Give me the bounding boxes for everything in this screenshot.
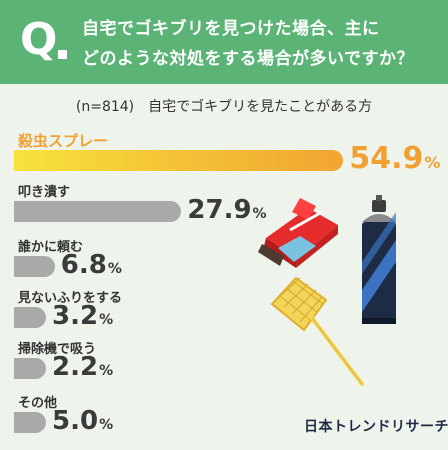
bar <box>14 256 55 277</box>
bar <box>14 201 182 222</box>
q-dot <box>58 50 67 59</box>
value-unit: % <box>252 206 267 222</box>
value-unit: % <box>99 363 114 379</box>
chart-subtitle: (n=814) 自宅でゴキブリを見たことがある方 <box>75 99 373 115</box>
value-number: 27.9 <box>187 195 252 225</box>
value-label: 3.2% <box>52 301 113 331</box>
bar <box>14 150 344 171</box>
value-number: 5.0 <box>52 406 99 436</box>
value-label: 2.2% <box>52 352 113 382</box>
value-number: 3.2 <box>52 301 99 331</box>
value-unit: % <box>107 261 122 277</box>
bar <box>14 412 46 433</box>
value-label: 27.9% <box>187 195 266 225</box>
bar <box>14 358 46 379</box>
value-number: 54.9 <box>349 141 424 176</box>
value-number: 2.2 <box>52 352 99 382</box>
swatter-box-icon <box>258 198 338 268</box>
value-label: 5.0% <box>52 406 113 436</box>
value-label: 54.9% <box>349 141 440 176</box>
category-label: 掃除機で吸う <box>18 342 97 357</box>
category-label: その他 <box>18 396 58 411</box>
category-label: 誰かに頼む <box>18 240 84 255</box>
bar <box>14 307 46 328</box>
question-line-1: 自宅でゴキブリを見つけた場合、主に <box>82 19 380 39</box>
value-unit: % <box>99 312 114 328</box>
category-label: 殺虫スプレー <box>18 132 109 150</box>
fly-swatter-icon <box>270 276 364 386</box>
q-mark: Q <box>20 14 58 65</box>
category-label: 見ないふりをする <box>18 291 123 306</box>
question-line-2: どのような対処をする場合が多いですか？ <box>82 49 414 69</box>
value-number: 6.8 <box>60 250 107 280</box>
brand-logo: 日本トレンドリサーチ <box>304 419 448 435</box>
value-unit: % <box>424 153 441 172</box>
value-label: 6.8% <box>61 250 122 280</box>
question-header: Q 自宅でゴキブリを見つけた場合、主に どのような対処をする場合が多いですか？ <box>0 0 448 84</box>
spray-can-icon <box>362 195 396 324</box>
category-label: 叩き潰す <box>18 185 71 200</box>
value-unit: % <box>99 417 114 433</box>
